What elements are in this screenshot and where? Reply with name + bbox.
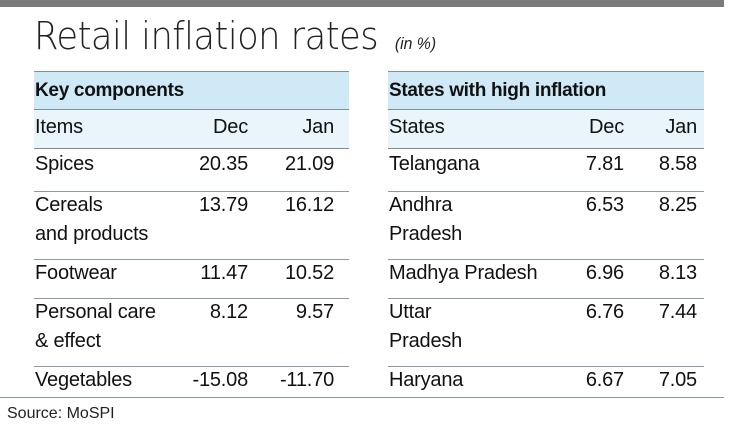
right-header-states: States — [389, 116, 445, 138]
right-row-dec-value: 6.67 — [585, 369, 624, 391]
right-section-title: States with high inflation — [389, 80, 607, 101]
left-row-label: Cereals — [35, 194, 103, 216]
left-column-header-band — [34, 109, 349, 149]
right-row-label: Telangana — [389, 153, 480, 175]
left-row-divider — [34, 298, 349, 299]
right-row-label: Pradesh — [389, 330, 463, 352]
left-row-jan-value: 10.52 — [284, 262, 334, 284]
left-row-divider — [34, 259, 349, 260]
right-header-jan: Jan — [665, 116, 697, 138]
right-row-dec-value: 6.53 — [585, 194, 624, 216]
left-row-jan-value: 21.09 — [284, 153, 334, 175]
right-row-label: Haryana — [389, 369, 464, 391]
left-row-label: Vegetables — [35, 369, 132, 391]
left-row-divider — [34, 366, 349, 367]
title-text: Retail inflation rates — [34, 14, 379, 58]
left-row-dec-value: 8.12 — [209, 301, 248, 323]
right-row-divider — [388, 259, 704, 260]
left-row-jan-value: 16.12 — [284, 194, 334, 216]
left-row-dec-value: 13.79 — [198, 194, 248, 216]
left-row-jan-value: -11.70 — [279, 369, 334, 391]
right-row-dec-value: 7.81 — [585, 153, 624, 175]
left-row-dec-value: 11.47 — [200, 262, 248, 284]
right-row-label: Madhya Pradesh — [389, 262, 538, 284]
unit-label: (in %) — [394, 34, 437, 53]
left-header-dec: Dec — [213, 116, 248, 138]
left-row-label: & effect — [35, 330, 101, 352]
right-row-label: Pradesh — [389, 223, 463, 245]
left-row-dec-value: 20.35 — [198, 153, 248, 175]
right-row-dec-value: 6.96 — [585, 262, 624, 284]
left-section-title: Key components — [35, 80, 184, 101]
left-row-label: and products — [35, 223, 149, 245]
left-row-jan-value: 9.57 — [295, 301, 334, 323]
right-column-header-band — [388, 109, 704, 149]
left-row-divider — [34, 191, 349, 192]
right-row-divider — [388, 298, 704, 299]
left-row-dec-value: -15.08 — [192, 369, 248, 391]
left-row-label: Personal care — [35, 301, 156, 323]
right-row-divider — [388, 366, 704, 367]
right-row-jan-value: 8.25 — [658, 194, 697, 216]
right-section-band — [388, 71, 704, 110]
right-row-divider — [388, 191, 704, 192]
right-row-jan-value: 7.44 — [658, 301, 697, 323]
source-note: Source: MoSPI — [7, 405, 115, 422]
right-row-jan-value: 7.05 — [658, 369, 697, 391]
top-rule — [0, 0, 724, 7]
right-row-jan-value: 8.58 — [658, 153, 697, 175]
page-title: Retail inflation rates (in %) — [34, 14, 436, 58]
right-row-jan-value: 8.13 — [658, 262, 697, 284]
left-row-label: Spices — [35, 153, 94, 175]
bottom-rule — [0, 397, 724, 398]
left-header-items: Items — [35, 116, 83, 138]
right-row-dec-value: 6.76 — [585, 301, 624, 323]
right-row-label: Uttar — [389, 301, 432, 323]
left-row-label: Footwear — [35, 262, 117, 284]
left-header-jan: Jan — [302, 116, 334, 138]
right-header-dec: Dec — [589, 116, 624, 138]
right-row-label: Andhra — [389, 194, 453, 216]
left-section-band — [34, 71, 349, 110]
